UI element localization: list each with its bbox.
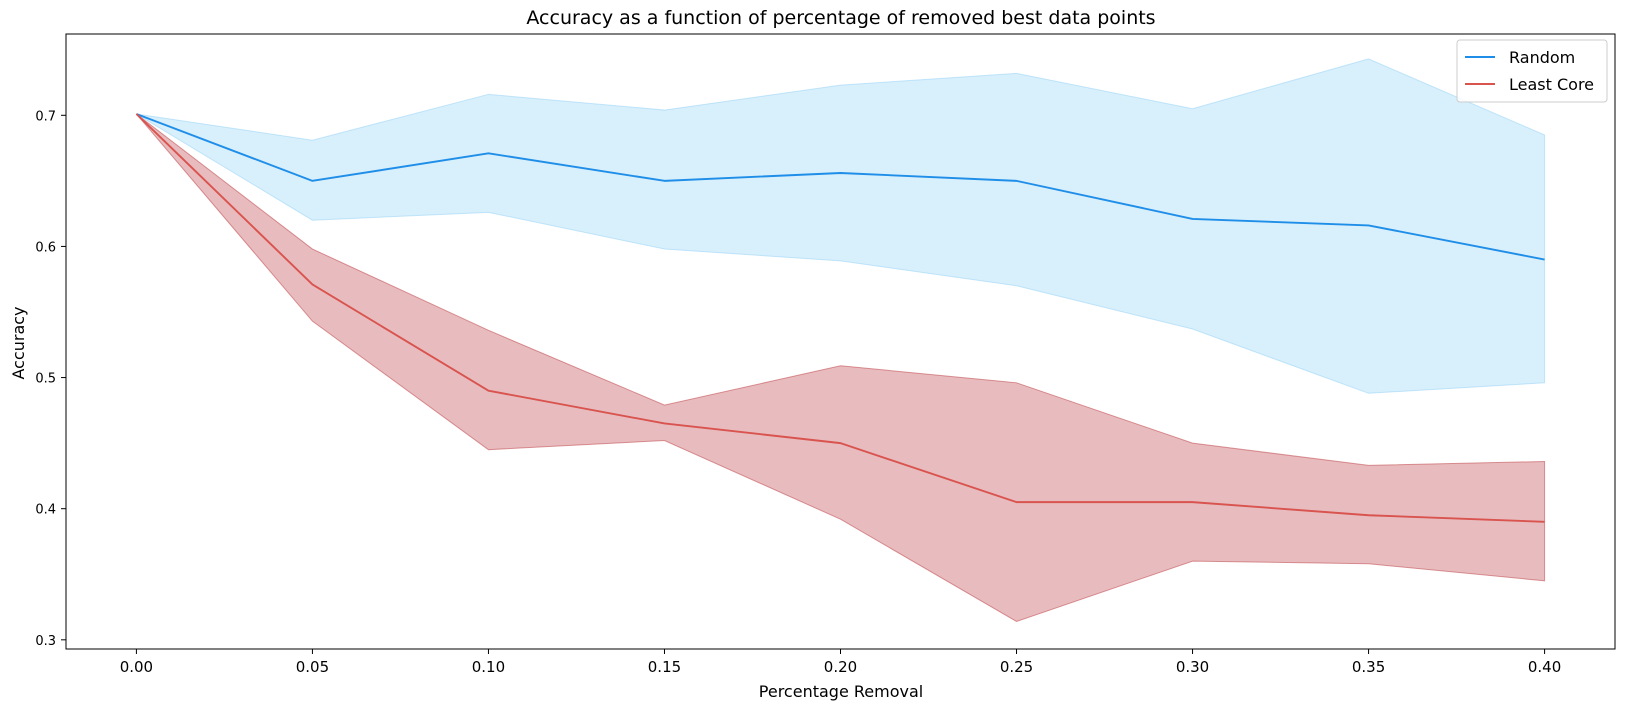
legend-label-least-core: Least Core [1509, 75, 1594, 94]
least-core-series-line [135, 113, 1545, 523]
x-axis-ticks: 0.00 0.05 0.10 0.15 0.20 0.25 0.30 0.35 0.40 [120, 649, 1561, 676]
x-tick-label: 0.35 [1352, 658, 1385, 676]
x-tick-label: 0.10 [472, 658, 505, 676]
x-tick-label: 0.40 [1528, 658, 1561, 676]
chart-title: Accuracy as a function of percentage of … [526, 7, 1155, 29]
legend-box [1456, 39, 1608, 103]
y-tick-label: 0.6 [35, 240, 56, 255]
x-tick-label: 0.25 [1000, 658, 1033, 676]
y-axis-label: Accuracy [9, 306, 28, 379]
legend: Random Least Core [1456, 39, 1608, 103]
y-tick-label: 0.7 [35, 109, 56, 124]
y-tick-label: 0.3 [35, 634, 56, 649]
x-axis-label: Percentage Removal [759, 682, 923, 701]
legend-label-random: Random [1509, 48, 1575, 67]
series-lines [135, 113, 1545, 523]
confidence-bands [136, 58, 1546, 623]
y-tick-label: 0.5 [35, 372, 56, 387]
random-series-line [136, 113, 1545, 261]
y-tick-label: 0.4 [35, 503, 56, 518]
x-tick-label: 0.20 [824, 658, 857, 676]
x-tick-label: 0.00 [120, 658, 153, 676]
x-tick-label: 0.30 [1176, 658, 1209, 676]
x-tick-label: 0.05 [296, 658, 329, 676]
x-tick-label: 0.15 [648, 658, 681, 676]
y-axis-ticks: 0.3 0.4 0.5 0.6 0.7 [35, 109, 66, 649]
